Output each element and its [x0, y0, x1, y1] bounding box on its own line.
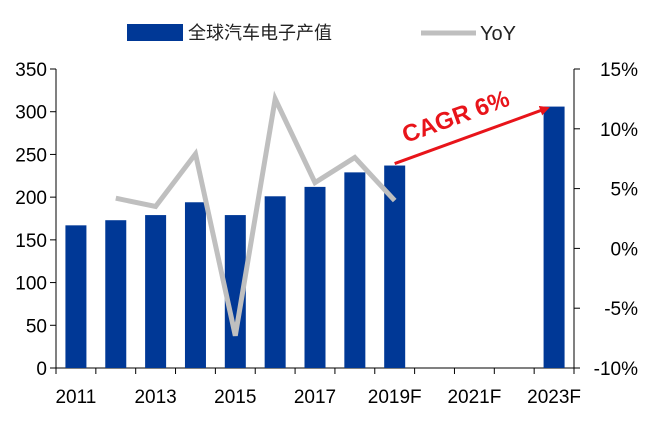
- x-tick-label: 2021F: [447, 387, 501, 408]
- x-tick-label: 2023F: [527, 387, 581, 408]
- bar-2018: [344, 172, 366, 368]
- cagr-arrow: [394, 105, 550, 165]
- left-tick-label: 200: [15, 188, 47, 209]
- legend-line-label: YoY: [480, 23, 516, 45]
- right-tick-label: -5%: [604, 299, 638, 320]
- left-tick-label: 150: [15, 231, 47, 252]
- cagr-label: CAGR 6%: [399, 85, 514, 149]
- bar-2023F: [543, 106, 565, 369]
- yoy-line: [115, 90, 397, 337]
- x-tick-label: 2011: [55, 387, 96, 408]
- legend-bar-swatch: [127, 24, 183, 41]
- left-tick-label: 350: [15, 60, 47, 81]
- x-tick-label: 2013: [134, 387, 176, 408]
- legend-bar-label: 全球汽车电子产值: [188, 23, 332, 44]
- bar-2014: [184, 202, 206, 368]
- bar-2017: [304, 186, 326, 368]
- right-axis-ticks: -10% -5% 0% 5% 10% 15%: [574, 60, 638, 380]
- right-tick-label: 15%: [600, 60, 638, 81]
- x-tick-label: 2015: [214, 387, 256, 408]
- bar-2011: [65, 225, 87, 368]
- bar-2012: [105, 220, 127, 368]
- left-tick-label: 300: [15, 103, 47, 124]
- right-tick-label: 0%: [611, 239, 639, 260]
- legend: 全球汽车电子产值 YoY: [127, 23, 516, 45]
- x-tick-label: 2017: [294, 387, 336, 408]
- bar-2013: [145, 215, 167, 368]
- right-tick-label: -10%: [594, 359, 638, 380]
- yoy-line-series: [115, 90, 397, 337]
- bar-2016: [264, 196, 286, 368]
- x-axis-ticks: 2011 2013 2015 2017 2019F 2021F 2023F: [55, 368, 581, 408]
- right-tick-label: 5%: [611, 180, 639, 201]
- bar-2019F: [384, 165, 406, 368]
- bar-2015: [224, 215, 246, 368]
- right-tick-label: 10%: [600, 120, 638, 141]
- left-tick-label: 100: [15, 274, 47, 295]
- left-axis-ticks: 0 50 100 150 200 250 300 350: [15, 60, 56, 380]
- left-tick-label: 250: [15, 145, 47, 166]
- cagr-annotation: CAGR 6%: [394, 85, 550, 165]
- x-tick-label: 2019F: [368, 387, 422, 408]
- bar-series: [65, 106, 565, 369]
- left-tick-label: 50: [26, 316, 47, 337]
- left-tick-label: 0: [36, 359, 47, 380]
